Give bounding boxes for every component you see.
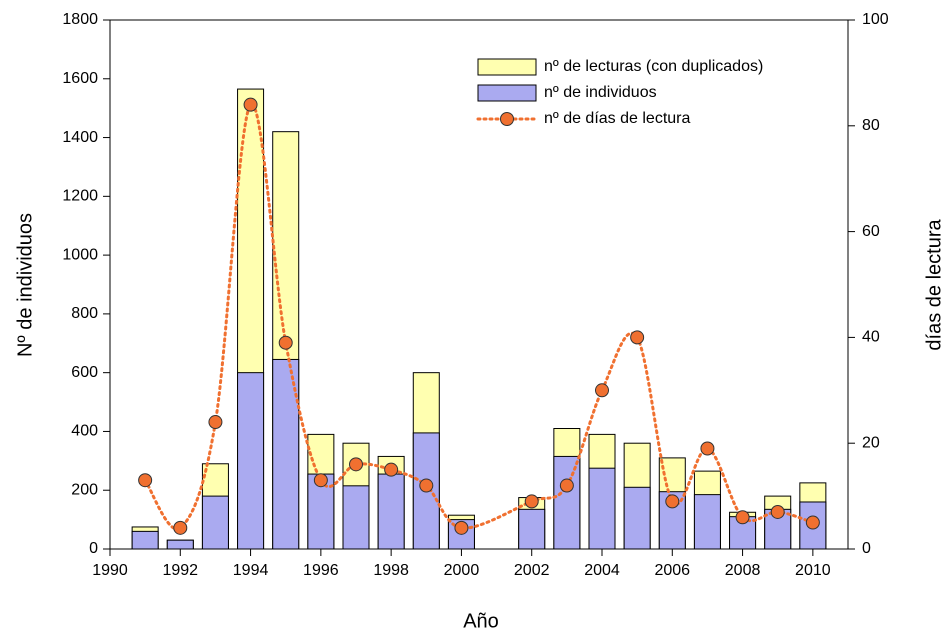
bar <box>342 485 370 550</box>
y2-tick-label: 80 <box>862 117 880 134</box>
x-tick-label: 2006 <box>654 562 690 579</box>
point <box>208 415 223 430</box>
x-tick-label: 1990 <box>92 562 128 579</box>
legend-swatch <box>477 58 537 76</box>
point <box>138 473 153 488</box>
point <box>384 462 399 477</box>
point <box>595 383 609 398</box>
x-tick-label: 1992 <box>162 562 198 579</box>
legend-label: nº de días de lectura <box>544 110 690 127</box>
point <box>313 473 328 488</box>
point <box>524 494 539 509</box>
x-tick-label: 2010 <box>795 562 831 579</box>
point <box>419 478 434 493</box>
y2-tick-label: 20 <box>862 434 880 451</box>
point <box>700 441 715 456</box>
bar <box>237 372 265 550</box>
y2-tick-label: 40 <box>862 329 880 346</box>
legend-marker <box>500 112 514 126</box>
x-tick-label: 2000 <box>444 562 480 579</box>
y2-tick-label: 0 <box>862 540 871 557</box>
point <box>735 510 750 525</box>
bar <box>693 494 721 550</box>
point <box>805 515 820 530</box>
y-tick-label: 800 <box>71 305 98 322</box>
x-tick-label: 2004 <box>584 562 620 579</box>
bar <box>553 455 581 550</box>
y-tick-label: 1200 <box>62 188 98 205</box>
point <box>243 97 258 112</box>
y-tick-label: 1800 <box>62 11 98 28</box>
line <box>143 102 815 531</box>
legend-label: nº de lecturas (con duplicados) <box>544 58 763 75</box>
point <box>630 330 645 345</box>
point <box>559 478 574 493</box>
x-tick-label: 2008 <box>725 562 761 579</box>
x-tick-label: 1996 <box>303 562 339 579</box>
x-tick-label: 1998 <box>373 562 409 579</box>
y-tick-label: 1600 <box>62 70 98 87</box>
x-axis-title: Año <box>463 610 499 632</box>
x-tick-label: 2002 <box>514 562 550 579</box>
y-tick-label: 1000 <box>62 246 98 263</box>
bar <box>166 539 194 550</box>
bar <box>201 495 229 550</box>
bar <box>131 530 159 550</box>
legend-swatch <box>477 84 537 102</box>
y-axis-title: Nº de individuos <box>14 213 36 357</box>
y2-axis-title: días de lectura <box>923 219 945 351</box>
y-tick-label: 400 <box>71 423 98 440</box>
y-tick-label: 200 <box>71 481 98 498</box>
bar <box>518 508 546 550</box>
bar <box>377 473 405 550</box>
x-tick-label: 1994 <box>233 562 269 579</box>
bar <box>623 486 651 550</box>
point <box>454 520 469 535</box>
y-tick-label: 600 <box>71 364 98 381</box>
point <box>665 494 680 509</box>
point <box>770 504 785 519</box>
bar <box>588 467 616 550</box>
y-tick-label: 0 <box>89 540 98 557</box>
y-tick-label: 1400 <box>62 129 98 146</box>
point <box>349 457 363 472</box>
y2-tick-label: 60 <box>862 223 880 240</box>
y2-tick-label: 100 <box>862 11 889 28</box>
point <box>173 520 188 535</box>
legend-label: nº de individuos <box>544 84 657 101</box>
point <box>278 335 293 350</box>
